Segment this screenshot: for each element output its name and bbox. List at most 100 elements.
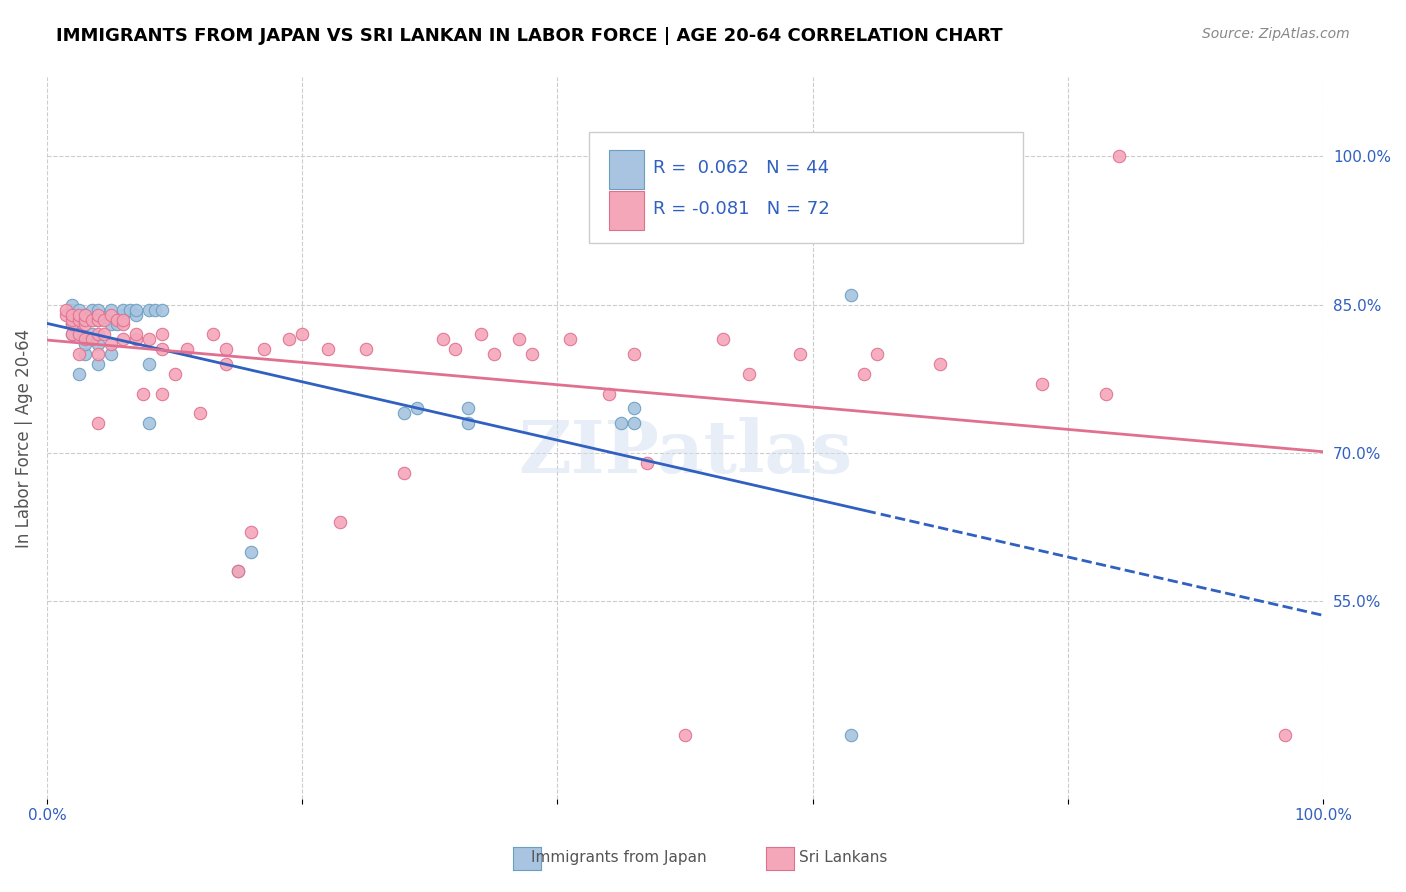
Point — [55, 308, 77, 322]
Point — [394, 406, 416, 420]
Point — [188, 406, 211, 420]
Point — [67, 308, 90, 322]
Point — [1095, 386, 1118, 401]
Point — [432, 332, 454, 346]
Point — [865, 347, 887, 361]
Point — [150, 342, 173, 356]
Point — [80, 327, 103, 342]
Point — [457, 417, 479, 431]
Point — [75, 337, 97, 351]
Point — [100, 347, 122, 361]
Point — [87, 312, 110, 326]
Point — [62, 312, 84, 326]
Point — [62, 327, 84, 342]
Point — [80, 312, 103, 326]
Text: IMMIGRANTS FROM JAPAN VS SRI LANKAN IN LABOR FORCE | AGE 20-64 CORRELATION CHART: IMMIGRANTS FROM JAPAN VS SRI LANKAN IN L… — [56, 27, 1002, 45]
Point — [112, 332, 135, 346]
Point — [62, 318, 84, 332]
Point — [75, 312, 97, 326]
Point — [125, 308, 148, 322]
Point — [80, 332, 103, 346]
Text: Immigrants from Japan: Immigrants from Japan — [531, 850, 706, 865]
Point — [87, 337, 110, 351]
Y-axis label: In Labor Force | Age 20-64: In Labor Force | Age 20-64 — [15, 328, 32, 548]
Point — [125, 332, 148, 346]
Point — [150, 386, 173, 401]
Point — [354, 342, 377, 356]
Point — [62, 318, 84, 332]
Point — [62, 327, 84, 342]
Point — [228, 565, 250, 579]
Point — [112, 312, 135, 326]
Point — [201, 327, 224, 342]
Point — [623, 347, 645, 361]
Point — [75, 308, 97, 322]
Point — [67, 312, 90, 326]
Point — [87, 302, 110, 317]
Point — [75, 312, 97, 326]
Point — [150, 327, 173, 342]
Text: Source: ZipAtlas.com: Source: ZipAtlas.com — [1202, 27, 1350, 41]
Point — [67, 327, 90, 342]
Point — [520, 347, 543, 361]
Point — [118, 302, 141, 317]
Point — [112, 308, 135, 322]
Point — [62, 308, 84, 322]
Point — [1031, 376, 1053, 391]
Point — [62, 298, 84, 312]
Point — [55, 302, 77, 317]
Point — [62, 308, 84, 322]
Point — [125, 327, 148, 342]
Point — [150, 302, 173, 317]
Point — [444, 342, 467, 356]
Point — [253, 342, 276, 356]
Point — [131, 386, 153, 401]
Point — [711, 332, 734, 346]
Point — [87, 347, 110, 361]
Point — [112, 318, 135, 332]
Point — [316, 342, 339, 356]
Point — [214, 357, 236, 371]
Point — [163, 367, 186, 381]
Point — [929, 357, 952, 371]
Point — [75, 318, 97, 332]
Point — [67, 302, 90, 317]
Point — [112, 302, 135, 317]
Point — [80, 302, 103, 317]
Point — [1274, 727, 1296, 741]
Point — [67, 327, 90, 342]
Point — [105, 318, 128, 332]
Point — [560, 332, 582, 346]
Point — [470, 327, 492, 342]
Point — [87, 357, 110, 371]
Point — [278, 332, 301, 346]
Point — [145, 302, 167, 317]
Point — [176, 342, 198, 356]
Point — [93, 327, 115, 342]
Point — [138, 302, 160, 317]
Point — [87, 327, 110, 342]
Point — [138, 417, 160, 431]
Point — [87, 417, 110, 431]
Point — [105, 312, 128, 326]
Text: ZIPatlas: ZIPatlas — [517, 417, 852, 488]
Point — [75, 308, 97, 322]
Point — [406, 401, 429, 416]
Point — [508, 332, 530, 346]
Point — [1108, 149, 1130, 163]
Text: Sri Lankans: Sri Lankans — [800, 850, 887, 865]
Point — [329, 515, 352, 529]
Point — [75, 332, 97, 346]
Point — [75, 347, 97, 361]
Point — [839, 727, 862, 741]
Point — [228, 565, 250, 579]
Point — [598, 386, 620, 401]
Point — [100, 302, 122, 317]
Point — [852, 367, 875, 381]
Text: R =  0.062   N = 44: R = 0.062 N = 44 — [654, 159, 830, 177]
Point — [240, 545, 263, 559]
Point — [482, 347, 505, 361]
Point — [291, 327, 314, 342]
Point — [100, 308, 122, 322]
Point — [67, 308, 90, 322]
